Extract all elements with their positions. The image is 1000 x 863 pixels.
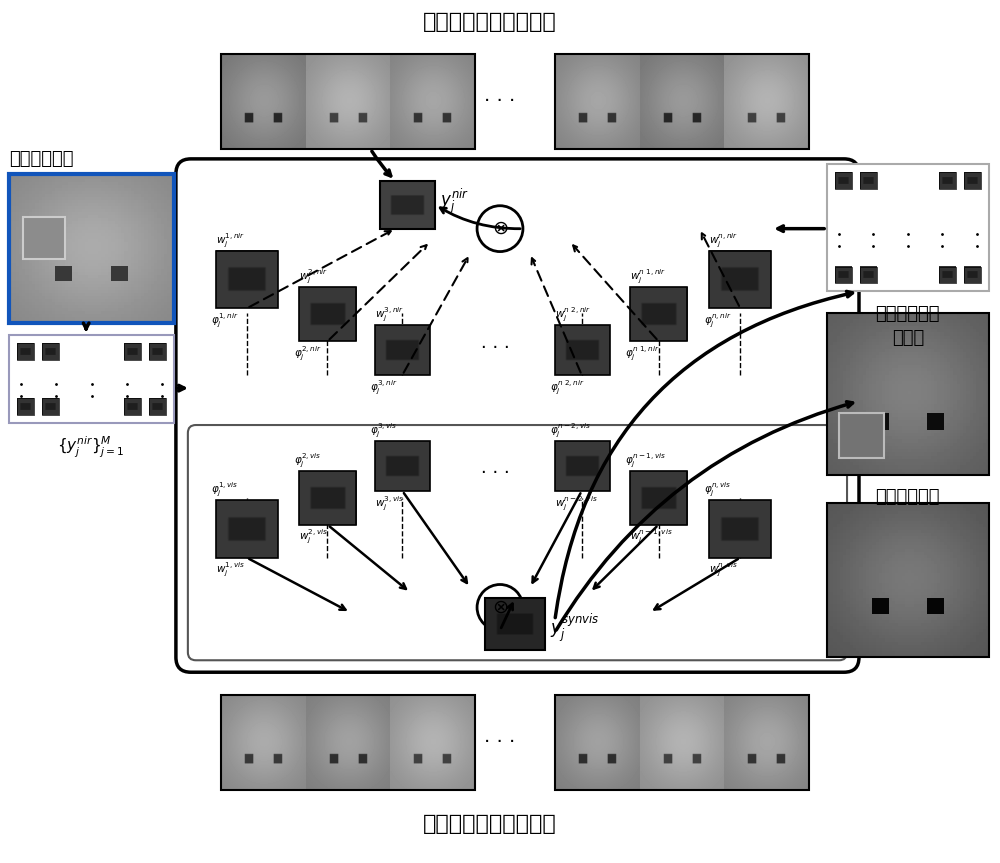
- Bar: [221, 696, 306, 790]
- Bar: [23, 217, 65, 259]
- Bar: [827, 313, 989, 475]
- Bar: [42, 343, 59, 360]
- Bar: [835, 267, 852, 283]
- Bar: [640, 54, 724, 149]
- Bar: [827, 503, 989, 658]
- Bar: [380, 181, 435, 229]
- Text: 输入：近红外: 输入：近红外: [9, 150, 74, 168]
- Text: $\varphi_j^{1,nir}$: $\varphi_j^{1,nir}$: [211, 312, 238, 329]
- Text: $\varphi_j^{2,nir}$: $\varphi_j^{2,nir}$: [294, 344, 321, 362]
- Bar: [724, 696, 809, 790]
- Text: $\varphi_j^{n\ 2,nir}$: $\varphi_j^{n\ 2,nir}$: [550, 378, 584, 396]
- Bar: [839, 413, 884, 458]
- Bar: [149, 343, 166, 360]
- Text: $\varphi_j^{n-1,vis}$: $\varphi_j^{n-1,vis}$: [625, 451, 666, 469]
- Text: $\varphi_j^{n,vis}$: $\varphi_j^{n,vis}$: [704, 480, 732, 498]
- Bar: [390, 696, 475, 790]
- Text: $w_j^{n,nir}$: $w_j^{n,nir}$: [709, 230, 739, 249]
- Text: $w_j^{n-1,vis}$: $w_j^{n-1,vis}$: [630, 527, 672, 545]
- Bar: [42, 398, 59, 415]
- Bar: [709, 250, 771, 308]
- Text: $\otimes$: $\otimes$: [492, 598, 508, 617]
- Bar: [964, 172, 981, 189]
- Bar: [964, 267, 981, 283]
- Text: $\varphi_j^{1,vis}$: $\varphi_j^{1,vis}$: [211, 480, 238, 498]
- Bar: [221, 54, 475, 149]
- Text: $w_j^{1,nir}$: $w_j^{1,nir}$: [216, 230, 245, 249]
- Bar: [299, 471, 356, 525]
- Bar: [485, 598, 545, 651]
- Bar: [306, 54, 390, 149]
- Text: · · ·: · · ·: [481, 339, 509, 357]
- Bar: [939, 267, 956, 283]
- Bar: [555, 54, 809, 149]
- Text: $\otimes$: $\otimes$: [492, 219, 508, 238]
- Bar: [555, 696, 640, 790]
- Text: $w_j^{3,nir}$: $w_j^{3,nir}$: [375, 306, 405, 324]
- Bar: [9, 173, 174, 324]
- Bar: [221, 696, 475, 790]
- Circle shape: [477, 205, 523, 252]
- Bar: [390, 54, 475, 149]
- Text: $w_j^{n\ 1,nir}$: $w_j^{n\ 1,nir}$: [630, 268, 666, 286]
- Bar: [555, 325, 610, 375]
- Bar: [860, 172, 877, 189]
- Circle shape: [477, 584, 523, 630]
- Bar: [827, 164, 989, 292]
- Bar: [221, 54, 306, 149]
- FancyBboxPatch shape: [176, 159, 859, 672]
- Text: $\varphi_j^{n,nir}$: $\varphi_j^{n,nir}$: [704, 312, 732, 329]
- Bar: [299, 287, 356, 341]
- Bar: [835, 172, 852, 189]
- Bar: [630, 471, 687, 525]
- FancyBboxPatch shape: [188, 425, 847, 660]
- Text: · · ·: · · ·: [481, 464, 509, 482]
- Bar: [939, 172, 956, 189]
- Bar: [630, 287, 687, 341]
- Bar: [216, 500, 278, 557]
- Text: $y_j^{synvis}$: $y_j^{synvis}$: [550, 614, 599, 646]
- Text: 训练集近红外图片集合: 训练集近红外图片集合: [423, 12, 557, 32]
- Bar: [124, 398, 141, 415]
- Bar: [375, 325, 430, 375]
- Bar: [640, 696, 724, 790]
- Text: $w_j^{n,vis}$: $w_j^{n,vis}$: [709, 561, 739, 578]
- Text: $y_j^{nir}$: $y_j^{nir}$: [440, 186, 469, 217]
- Bar: [555, 441, 610, 491]
- Bar: [375, 441, 430, 491]
- Bar: [860, 267, 877, 283]
- Text: $\varphi_j^{3,vis}$: $\varphi_j^{3,vis}$: [370, 421, 398, 439]
- Bar: [555, 54, 640, 149]
- Bar: [17, 398, 34, 415]
- Bar: [149, 398, 166, 415]
- Text: · · ·: · · ·: [484, 733, 516, 752]
- Text: 真实可见光图: 真实可见光图: [876, 488, 940, 506]
- Bar: [709, 500, 771, 557]
- Text: $w_j^{1,vis}$: $w_j^{1,vis}$: [216, 561, 245, 578]
- Text: $\varphi_j^{3,nir}$: $\varphi_j^{3,nir}$: [370, 378, 398, 396]
- Text: $w_j^{2,vis}$: $w_j^{2,vis}$: [299, 527, 328, 545]
- Bar: [724, 54, 809, 149]
- Bar: [555, 696, 809, 790]
- Text: $\varphi_j^{n-2,vis}$: $\varphi_j^{n-2,vis}$: [550, 421, 591, 439]
- Bar: [9, 336, 174, 423]
- Text: $\varphi_j^{n\ 1,nir}$: $\varphi_j^{n\ 1,nir}$: [625, 344, 659, 362]
- Text: $w_j^{3,vis}$: $w_j^{3,vis}$: [375, 494, 405, 512]
- Text: $\{y_j^{nir}\}_{j=1}^M$: $\{y_j^{nir}\}_{j=1}^M$: [57, 436, 125, 461]
- Text: 训练集可见光图片集合: 训练集可见光图片集合: [423, 814, 557, 834]
- Text: $w_j^{n-2,vis}$: $w_j^{n-2,vis}$: [555, 494, 598, 512]
- Text: $w_j^{n\ 2,nir}$: $w_j^{n\ 2,nir}$: [555, 306, 591, 324]
- Bar: [216, 250, 278, 308]
- Bar: [17, 343, 34, 360]
- Text: $w_j^{2,nir}$: $w_j^{2,nir}$: [299, 268, 328, 286]
- Text: · · ·: · · ·: [484, 92, 516, 111]
- Text: $\varphi_j^{2,vis}$: $\varphi_j^{2,vis}$: [294, 451, 321, 469]
- Bar: [306, 696, 390, 790]
- Bar: [124, 343, 141, 360]
- Text: 输出合成图：
可见光: 输出合成图： 可见光: [876, 306, 940, 347]
